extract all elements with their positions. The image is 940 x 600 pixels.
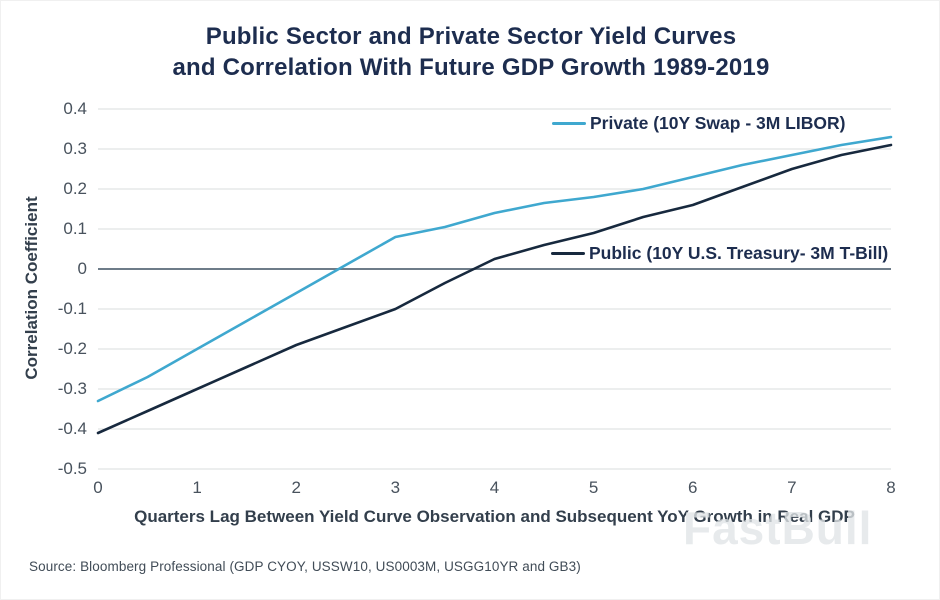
y-tick-label: 0.2 — [63, 179, 87, 198]
legend-label-public: Public (10Y U.S. Treasury- 3M T-Bill) — [589, 243, 889, 263]
private-line-swatch-icon — [552, 122, 586, 125]
x-tick-label: 7 — [787, 478, 797, 497]
x-tick-label: 0 — [93, 478, 103, 497]
x-tick-label: 4 — [489, 478, 500, 497]
y-tick-label: -0.3 — [57, 379, 87, 398]
y-tick-label: -0.4 — [57, 419, 87, 438]
x-tick-label: 5 — [588, 478, 599, 497]
y-tick-label: -0.1 — [57, 299, 87, 318]
page-title: Public Sector and Private Sector Yield C… — [1, 21, 939, 83]
series-line-private — [96, 135, 893, 403]
x-tick-label: 8 — [886, 478, 896, 497]
y-axis-title: Correlation Coefficient — [22, 196, 41, 380]
y-tick-label: -0.2 — [57, 339, 87, 358]
title-line-2: and Correlation With Future GDP Growth 1… — [172, 54, 770, 81]
y-tick-label: 0.4 — [63, 99, 87, 118]
y-tick-label: 0 — [77, 259, 87, 278]
x-tick-label: 1 — [192, 478, 202, 497]
y-tick-label: -0.5 — [57, 459, 87, 478]
source-note: Source: Bloomberg Professional (GDP CYOY… — [29, 559, 581, 574]
public-line-swatch-icon — [551, 252, 585, 255]
y-tick-label: 0.3 — [63, 139, 87, 158]
x-axis-title: Quarters Lag Between Yield Curve Observa… — [134, 507, 855, 526]
legend-item-public: Public (10Y U.S. Treasury- 3M T-Bill) — [551, 243, 888, 264]
x-tick-label: 2 — [291, 478, 301, 497]
y-tick-label: 0.1 — [63, 219, 87, 238]
series-line-public — [96, 143, 893, 435]
legend-label-private: Private (10Y Swap - 3M LIBOR) — [590, 113, 846, 133]
title-line-1: Public Sector and Private Sector Yield C… — [205, 23, 737, 50]
x-tick-label: 6 — [688, 478, 698, 497]
legend-item-private: Private (10Y Swap - 3M LIBOR) — [552, 113, 845, 134]
x-tick-label: 3 — [390, 478, 401, 497]
